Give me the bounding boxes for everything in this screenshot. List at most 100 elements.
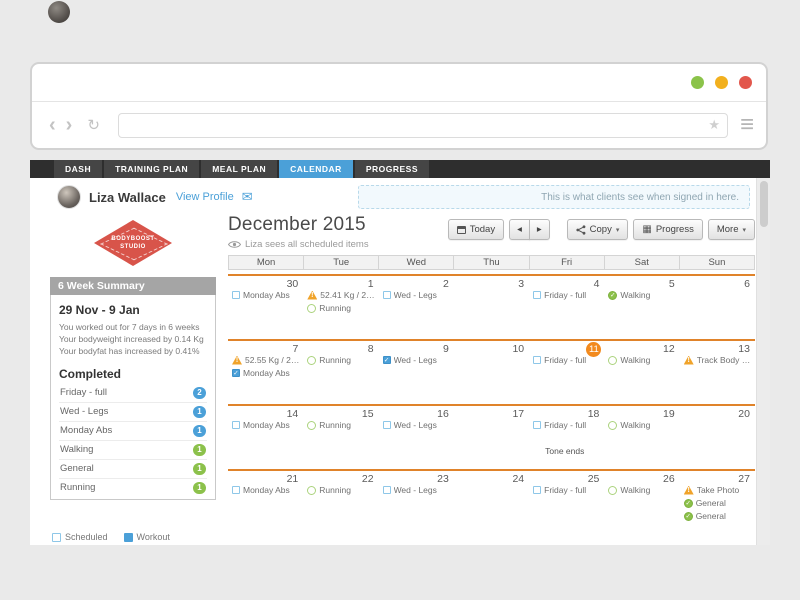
completed-item: Monday Abs 1 — [59, 422, 207, 441]
calendar-cell[interactable]: 23 Wed - Legs — [379, 471, 454, 530]
calendar-cell[interactable]: 13Track Body st... — [680, 341, 755, 400]
calendar-cell[interactable]: 17 — [454, 406, 529, 465]
date-label: 23 — [437, 473, 449, 485]
more-button[interactable]: More ▾ — [707, 219, 755, 240]
calendar-event[interactable]: Friday - full — [533, 355, 601, 365]
today-button[interactable]: Today — [447, 219, 505, 240]
calendar-cell[interactable]: 18 Friday - full Tone ends — [529, 406, 604, 465]
tab-training-plan[interactable]: TRAINING PLAN — [104, 160, 200, 178]
calendar-event[interactable]: Monday Abs — [232, 420, 300, 430]
calendar-event[interactable]: Walking — [608, 290, 676, 300]
prev-button[interactable]: ◂ — [509, 219, 530, 240]
calendar-cell[interactable]: 27Take Photo General General — [680, 471, 755, 530]
calendar-event[interactable]: Friday - full — [533, 290, 601, 300]
event-label: Wed - Legs — [393, 485, 437, 495]
calendar-event[interactable]: Wed - Legs — [382, 290, 451, 300]
refresh-icon[interactable]: ↻ — [87, 117, 100, 134]
tab-calendar[interactable]: CALENDAR — [279, 160, 353, 178]
tab-dash[interactable]: DASH — [54, 160, 103, 178]
browser-menu-icon[interactable]: ≡ — [739, 111, 754, 138]
calendar-event[interactable]: 52.41 Kg / 20... — [307, 290, 376, 300]
calendar-cell[interactable]: 25 Friday - full — [529, 471, 604, 530]
calendar-cell[interactable]: 22 Running — [303, 471, 378, 530]
message-envelope-icon[interactable]: ✉ — [241, 189, 253, 204]
copy-button[interactable]: Copy ▾ — [566, 219, 629, 240]
calendar-event[interactable]: Tone ends — [533, 446, 601, 456]
calendar-cell[interactable]: 20 — [680, 406, 755, 465]
sidebar: BODYBOOST STUDIO 6 Week Summary 29 Nov -… — [50, 220, 216, 500]
tab-progress[interactable]: PROGRESS — [354, 160, 430, 178]
calendar-event[interactable]: Take Photo — [683, 485, 752, 495]
window-button-green-icon[interactable] — [691, 76, 704, 89]
calendar-event[interactable]: Monday Abs — [232, 485, 300, 495]
calendar-event[interactable]: Running — [307, 355, 375, 365]
calendar-cell[interactable]: 6 — [680, 276, 755, 335]
calendar-cell[interactable]: 24 — [454, 471, 529, 530]
logo-line2: STUDIO — [120, 244, 146, 250]
calendar-cell[interactable]: 11 Friday - full — [529, 341, 604, 400]
back-icon[interactable]: ‹ — [49, 114, 56, 136]
cell-events: Wed - Legs — [382, 355, 451, 365]
date-label: 1 — [367, 278, 374, 290]
calendar-cell[interactable]: 30 Monday Abs — [228, 276, 303, 335]
window-button-yellow-icon[interactable] — [715, 76, 728, 89]
calendar-event[interactable]: Wed - Legs — [382, 485, 451, 495]
calendar-event[interactable]: Running — [307, 485, 375, 495]
activity-circle-icon — [608, 485, 618, 495]
calendar-event[interactable]: Running — [307, 303, 375, 313]
legend-label: Scheduled — [65, 532, 108, 542]
activity-circle-icon — [307, 303, 317, 313]
calendar-cell[interactable]: 12 Walking — [604, 341, 679, 400]
cell-events: Take Photo General General — [683, 485, 752, 521]
calendar-cell[interactable]: 10 — [454, 341, 529, 400]
calendar-cell[interactable]: 26 Walking — [604, 471, 679, 530]
calendar-event[interactable]: Friday - full — [533, 485, 601, 495]
checkbox-checked-icon — [232, 369, 240, 377]
event-label: Walking — [620, 485, 651, 495]
client-avatar[interactable] — [57, 185, 81, 209]
calendar-cell[interactable]: 3 — [454, 276, 529, 335]
calendar-cell[interactable]: 8 Running — [303, 341, 378, 400]
calendar-event[interactable]: Wed - Legs — [382, 355, 451, 365]
calendar-cell[interactable]: 14 Monday Abs — [228, 406, 303, 465]
calendar-event[interactable]: Track Body st... — [683, 355, 752, 365]
calendar-event[interactable]: Walking — [608, 485, 676, 495]
calendar-event[interactable]: Walking — [608, 420, 676, 430]
calendar-event[interactable]: Running — [307, 420, 375, 430]
event-label: Wed - Legs — [393, 355, 437, 365]
bookmark-star-icon[interactable]: ★ — [708, 116, 720, 132]
calendar-cell[interactable]: 5 Walking — [604, 276, 679, 335]
calendar-cell[interactable]: 752.55 Kg / 20... Monday Abs — [228, 341, 303, 400]
calendar-cell[interactable]: 9 Wed - Legs — [379, 341, 454, 400]
progress-button[interactable]: ▦ Progress — [633, 219, 703, 240]
window-button-red-icon[interactable] — [739, 76, 752, 89]
calendar-section: December 2015 Liza sees all scheduled it… — [228, 214, 755, 530]
date-label: 13 — [738, 343, 750, 355]
calendar-event[interactable]: 52.55 Kg / 20... — [232, 355, 300, 365]
url-input[interactable] — [117, 112, 728, 138]
forward-icon[interactable]: › — [65, 114, 73, 136]
calendar-event[interactable]: Monday Abs — [232, 368, 300, 378]
prev-next-group: ◂ ▸ — [509, 219, 550, 240]
calendar-event[interactable]: General — [683, 498, 752, 508]
tab-meal-plan[interactable]: MEAL PLAN — [201, 160, 278, 178]
scrollbar[interactable] — [756, 178, 770, 545]
calendar-event[interactable]: Wed - Legs — [382, 420, 451, 430]
scrollbar-thumb[interactable] — [759, 181, 768, 227]
calendar-event[interactable]: Monday Abs — [232, 290, 300, 300]
calendar-cell[interactable]: 15 Running — [303, 406, 378, 465]
calendar-cell[interactable]: 21 Monday Abs — [228, 471, 303, 530]
cell-events: Wed - Legs — [382, 420, 451, 430]
calendar-event[interactable]: Walking — [608, 355, 676, 365]
next-button[interactable]: ▸ — [528, 219, 550, 240]
calendar-event[interactable]: Friday - full — [533, 420, 601, 430]
calendar-event[interactable]: General — [683, 511, 752, 521]
calendar-cell[interactable]: 4 Friday - full — [529, 276, 604, 335]
calendar-cell[interactable]: 19 Walking — [604, 406, 679, 465]
calendar-cell[interactable]: 152.41 Kg / 20... Running — [303, 276, 378, 335]
calendar-cell[interactable]: 2 Wed - Legs — [379, 276, 454, 335]
summary-lines: You worked out for 7 days in 6 weeks Your… — [59, 322, 207, 358]
warning-triangle-icon — [232, 355, 242, 365]
calendar-cell[interactable]: 16 Wed - Legs — [379, 406, 454, 465]
view-profile-link[interactable]: View Profile — [175, 191, 234, 203]
